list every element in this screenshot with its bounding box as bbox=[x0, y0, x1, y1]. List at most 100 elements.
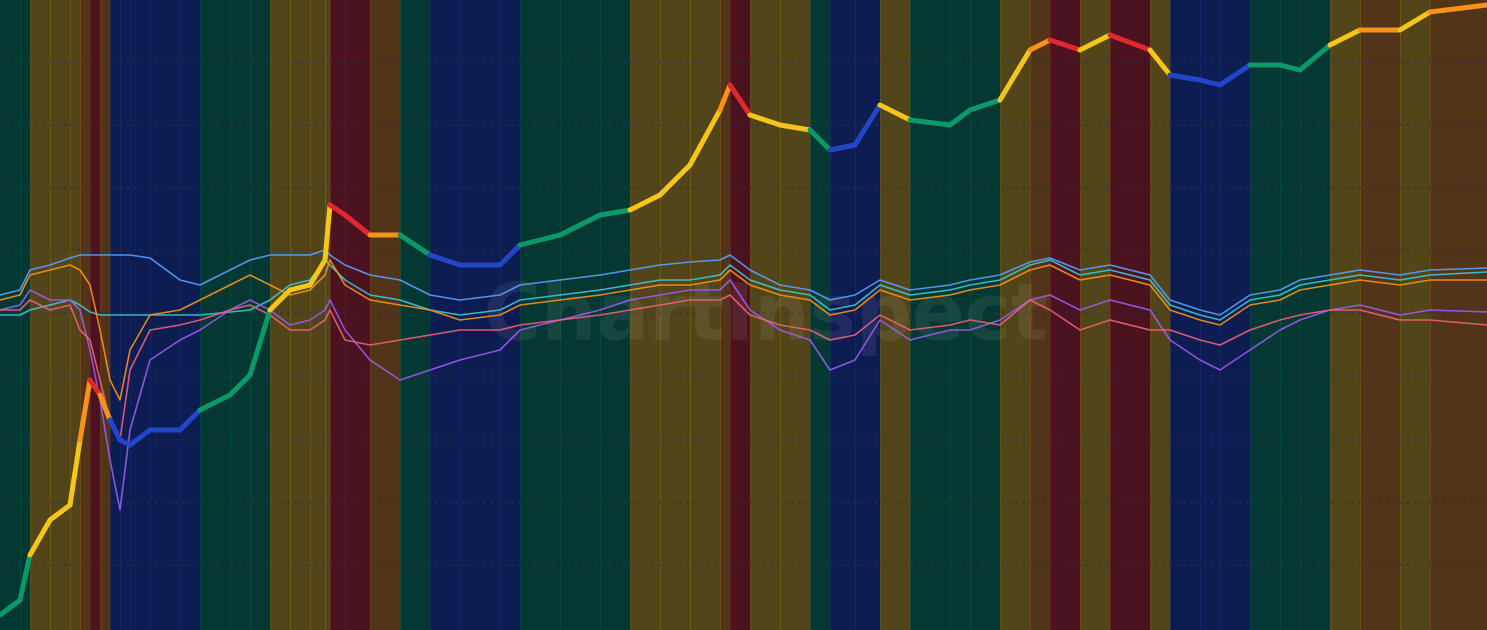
price-segment bbox=[1217, 62, 1253, 88]
price-segment bbox=[1047, 37, 1083, 53]
oscillator-line bbox=[0, 259, 1487, 321]
price-segment bbox=[827, 142, 858, 153]
regime-band bbox=[290, 0, 311, 630]
price-segment bbox=[657, 162, 693, 198]
price-segment bbox=[322, 202, 333, 263]
price-segment bbox=[27, 517, 53, 558]
regime-band bbox=[600, 0, 631, 630]
regime-band bbox=[70, 0, 81, 630]
price-segment bbox=[327, 202, 348, 218]
price-segment bbox=[1427, 2, 1487, 15]
regime-band bbox=[830, 0, 856, 630]
price-segment bbox=[1027, 37, 1053, 53]
regime-band bbox=[500, 0, 521, 630]
regime-band bbox=[90, 0, 101, 630]
price-segment bbox=[1197, 77, 1223, 88]
price-segment bbox=[77, 377, 93, 443]
regime-band bbox=[630, 0, 661, 630]
regime-band bbox=[1400, 0, 1431, 630]
regime-band bbox=[20, 0, 31, 630]
price-segment bbox=[907, 117, 953, 128]
price-segment bbox=[247, 307, 273, 378]
price-segment bbox=[287, 282, 313, 293]
price-segment bbox=[87, 377, 103, 398]
regime-band bbox=[810, 0, 831, 630]
regime-band bbox=[1050, 0, 1081, 630]
price-segment bbox=[47, 502, 73, 523]
price-segment bbox=[227, 372, 253, 398]
regime-band bbox=[690, 0, 721, 630]
price-line bbox=[0, 2, 1487, 618]
regime-band bbox=[250, 0, 271, 630]
regime-band bbox=[1000, 0, 1031, 630]
price-segment bbox=[747, 112, 783, 128]
price-segment bbox=[597, 207, 633, 218]
regime-band bbox=[780, 0, 811, 630]
price-segment bbox=[967, 97, 1003, 113]
price-segment bbox=[1277, 62, 1303, 73]
regime-band bbox=[1430, 0, 1487, 630]
regime-band bbox=[520, 0, 561, 630]
price-segment bbox=[0, 597, 23, 618]
price-segment bbox=[852, 102, 883, 148]
price-segment bbox=[1297, 42, 1333, 73]
price-segment bbox=[1397, 9, 1433, 33]
regime-band bbox=[910, 0, 951, 630]
price-segment bbox=[717, 82, 733, 113]
regime-band bbox=[80, 0, 91, 630]
price-segment bbox=[127, 427, 153, 448]
regime-band bbox=[720, 0, 731, 630]
regime-band bbox=[1030, 0, 1051, 630]
regime-band bbox=[230, 0, 251, 630]
oscillator-line bbox=[0, 279, 1487, 511]
regime-band bbox=[50, 0, 71, 630]
price-segment bbox=[627, 192, 663, 213]
regime-band bbox=[1150, 0, 1171, 630]
price-segment bbox=[557, 212, 603, 238]
price-segment bbox=[497, 242, 523, 268]
regime-band bbox=[750, 0, 781, 630]
price-segment bbox=[267, 287, 293, 313]
regime-band bbox=[950, 0, 971, 630]
regime-band bbox=[1280, 0, 1301, 630]
regime-band bbox=[400, 0, 431, 630]
regime-band bbox=[1110, 0, 1151, 630]
price-segment bbox=[107, 417, 123, 443]
price-segment bbox=[1107, 32, 1153, 53]
price-segment bbox=[177, 407, 203, 433]
price-segment bbox=[1167, 72, 1203, 83]
regime-band bbox=[30, 0, 51, 630]
regime-band bbox=[730, 0, 751, 630]
price-segment bbox=[197, 392, 233, 413]
regime-band bbox=[1080, 0, 1111, 630]
price-segment bbox=[807, 127, 833, 153]
price-segment bbox=[997, 47, 1033, 103]
oscillators bbox=[0, 249, 1487, 511]
oscillator-line bbox=[0, 294, 1487, 441]
price-segment bbox=[397, 232, 433, 258]
price-segment bbox=[307, 257, 328, 288]
regime-band bbox=[660, 0, 691, 630]
price-segment bbox=[342, 212, 373, 238]
oscillator-line bbox=[0, 249, 1487, 316]
price-segment bbox=[687, 107, 723, 168]
price-segment bbox=[1077, 32, 1113, 53]
regime-band bbox=[1200, 0, 1221, 630]
price-segment bbox=[1147, 47, 1173, 78]
price-segment bbox=[517, 232, 563, 248]
price-segment bbox=[67, 437, 83, 508]
price-segment bbox=[1327, 27, 1363, 48]
regime-band bbox=[345, 0, 371, 630]
price-segment bbox=[947, 107, 973, 128]
regime-band bbox=[1250, 0, 1281, 630]
price-segment bbox=[97, 392, 113, 423]
price-segment bbox=[727, 82, 753, 118]
oscillator-line bbox=[0, 259, 1487, 401]
regime-band bbox=[370, 0, 401, 630]
regime-band bbox=[270, 0, 291, 630]
regime-band bbox=[855, 0, 881, 630]
price-segment bbox=[877, 102, 913, 123]
price-segment bbox=[777, 122, 813, 133]
